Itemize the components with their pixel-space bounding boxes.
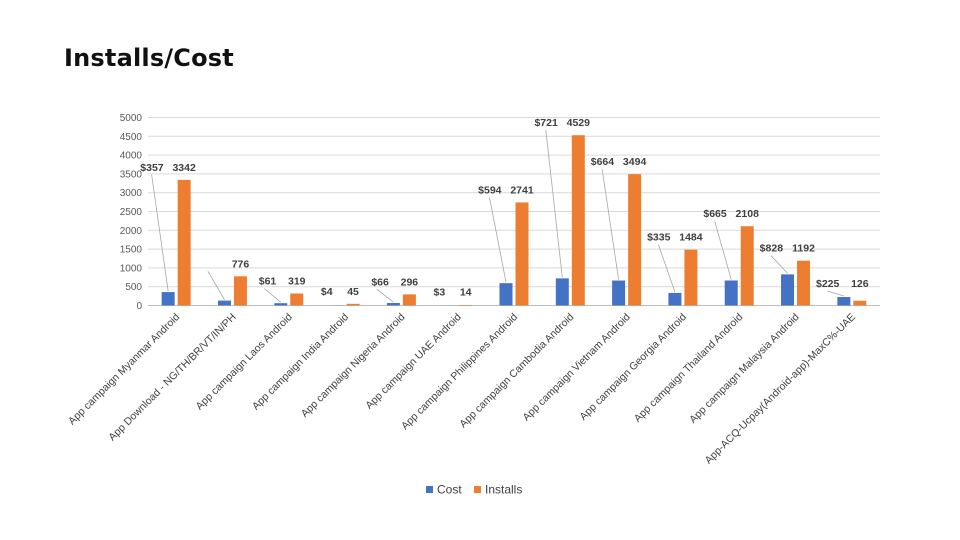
data-label-installs: 45 bbox=[347, 286, 359, 298]
bar-cost bbox=[837, 297, 851, 306]
data-label-cost: $225 bbox=[816, 278, 840, 290]
y-tick-label: 4000 bbox=[120, 151, 143, 162]
leader-lines bbox=[151, 130, 844, 303]
data-labels: 3342 $357 776 319 $61 45 $4 296 $66 14 $3 2741 $594 4… bbox=[140, 117, 868, 298]
bar-cost bbox=[555, 278, 569, 306]
y-tick-label: 1000 bbox=[120, 263, 143, 274]
data-label-installs: 14 bbox=[460, 286, 472, 298]
legend-label-cost: Cost bbox=[437, 483, 462, 497]
bar-installs bbox=[853, 300, 867, 306]
bar-installs bbox=[797, 260, 811, 306]
data-label-installs: 2108 bbox=[736, 208, 760, 220]
leader-line bbox=[207, 271, 225, 300]
category-label: App campaign Georgia Android bbox=[577, 311, 689, 423]
data-label-installs: 3494 bbox=[623, 156, 647, 168]
data-label-cost: $335 bbox=[647, 232, 671, 244]
slide-title: Installs/Cost bbox=[64, 44, 234, 72]
bar-installs bbox=[459, 304, 473, 306]
leader-line bbox=[714, 221, 732, 280]
bar-cost bbox=[668, 292, 682, 306]
data-label-cost: $4 bbox=[321, 286, 333, 298]
data-label-installs: 4529 bbox=[567, 117, 591, 129]
bar-installs bbox=[233, 276, 247, 306]
leader-line bbox=[601, 169, 620, 280]
data-label-installs: 1484 bbox=[679, 232, 703, 244]
data-label-cost: $3 bbox=[434, 286, 446, 298]
y-tick-label: 3000 bbox=[120, 188, 143, 199]
bar-installs bbox=[290, 293, 304, 306]
bar-installs bbox=[740, 226, 754, 306]
data-label-installs: 1192 bbox=[792, 243, 815, 255]
bars bbox=[161, 135, 867, 306]
leader-line bbox=[827, 290, 844, 297]
y-tick-label: 1500 bbox=[120, 245, 143, 256]
bar-installs bbox=[177, 179, 191, 306]
bar-installs bbox=[628, 174, 642, 306]
leader-line bbox=[151, 174, 169, 292]
bar-installs bbox=[402, 294, 416, 306]
leader-line bbox=[264, 288, 282, 303]
data-label-installs: 2741 bbox=[510, 184, 534, 196]
category-label: App campaign Laos Android bbox=[194, 311, 295, 412]
leader-line bbox=[770, 255, 788, 274]
bar-installs bbox=[571, 135, 585, 306]
category-label: App campaign Myanmar Android bbox=[66, 311, 182, 427]
bar-installs bbox=[684, 249, 698, 306]
legend-swatch-installs bbox=[474, 486, 481, 493]
data-label-installs: 3342 bbox=[172, 162, 196, 174]
bar-installs bbox=[346, 303, 360, 306]
category-label: App campaign Cambodia Android bbox=[457, 311, 576, 430]
gridlines bbox=[148, 117, 880, 306]
leader-line bbox=[376, 289, 394, 303]
bar-installs bbox=[515, 202, 529, 306]
bar-cost bbox=[781, 274, 795, 306]
legend-label-installs: Installs bbox=[485, 483, 522, 497]
legend: Cost Installs bbox=[426, 483, 522, 497]
category-label: App campaign UAE Android bbox=[363, 311, 464, 412]
category-label: App Download - NG/TH/BR/VT/IN/PH bbox=[106, 311, 238, 443]
category-label: App campaign Nigeria Android bbox=[299, 311, 408, 420]
leader-line bbox=[658, 244, 676, 293]
data-label-cost: $664 bbox=[591, 156, 615, 168]
y-tick-label: 2000 bbox=[120, 226, 143, 237]
data-label-cost: $828 bbox=[760, 243, 784, 255]
y-tick-label: 5000 bbox=[120, 113, 143, 124]
y-axis-ticks: 0 500 1000 1500 2000 2500 3000 3500 4000 4500 5000 bbox=[120, 113, 143, 312]
category-label: App campaign India Android bbox=[250, 311, 351, 412]
data-label-installs: 776 bbox=[232, 258, 250, 270]
category-label: App campaign Thailand Android bbox=[632, 311, 746, 425]
bar-cost bbox=[217, 300, 231, 306]
data-label-cost: $721 bbox=[534, 117, 558, 129]
category-label: App campaign Vietnam Android bbox=[520, 311, 632, 423]
data-label-cost: $357 bbox=[140, 162, 164, 174]
bar-cost bbox=[386, 303, 400, 306]
data-label-cost: $66 bbox=[371, 276, 389, 288]
category-label: App campaign Malaysia Android bbox=[687, 311, 802, 426]
data-label-installs: 296 bbox=[401, 276, 419, 288]
data-label-cost: $594 bbox=[478, 184, 502, 196]
bar-cost bbox=[612, 280, 626, 306]
y-tick-label: 0 bbox=[136, 301, 142, 312]
y-tick-label: 4500 bbox=[120, 132, 143, 143]
category-label: App campaign Philippines Android bbox=[399, 311, 520, 432]
bar-cost bbox=[724, 280, 738, 306]
leader-line bbox=[489, 197, 507, 283]
y-tick-label: 3500 bbox=[120, 169, 143, 180]
bar-cost bbox=[161, 292, 175, 306]
bar-cost bbox=[499, 283, 513, 306]
data-label-installs: 126 bbox=[851, 278, 869, 290]
leader-line bbox=[545, 130, 563, 278]
y-tick-label: 2500 bbox=[120, 207, 143, 218]
bar-cost bbox=[274, 303, 288, 306]
legend-swatch-cost bbox=[426, 486, 433, 493]
data-label-installs: 319 bbox=[288, 276, 306, 288]
data-label-cost: $665 bbox=[703, 208, 727, 220]
y-tick-label: 500 bbox=[125, 282, 142, 293]
data-label-cost: $61 bbox=[259, 276, 277, 288]
